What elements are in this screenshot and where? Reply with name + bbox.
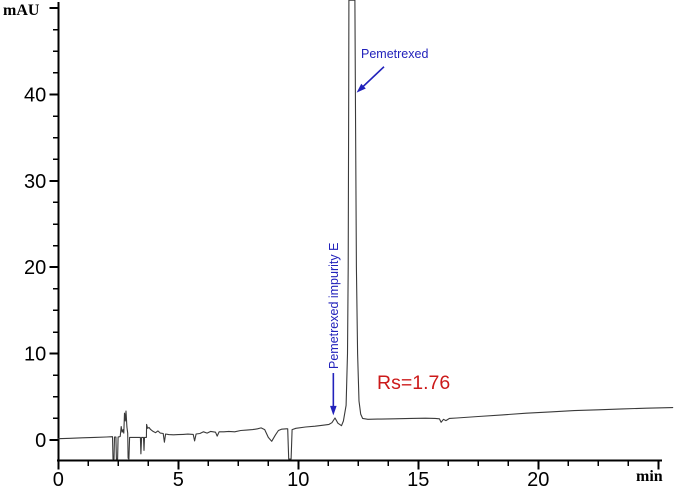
pemetrexed-arrow-head bbox=[356, 83, 366, 93]
x-tick-label: 5 bbox=[173, 469, 184, 491]
x-tick-label: 20 bbox=[527, 469, 549, 491]
x-axis-unit-label: min bbox=[636, 468, 663, 485]
y-tick-label: 20 bbox=[24, 257, 46, 279]
y-tick-label: 30 bbox=[24, 171, 46, 193]
resolution-annotation: Rs=1.76 bbox=[377, 372, 451, 394]
chromatogram-trace bbox=[57, 0, 674, 460]
y-tick-label: 40 bbox=[24, 84, 46, 106]
y-tick-label: 10 bbox=[24, 344, 46, 366]
x-tick-label: 0 bbox=[53, 469, 64, 491]
pemetrexed-arrow-line bbox=[361, 66, 385, 89]
y-axis-unit-label: mAU bbox=[3, 2, 40, 19]
impurity-arrow-head bbox=[330, 405, 337, 416]
peak-label-pemetrexed: Pemetrexed bbox=[361, 47, 429, 61]
y-tick-label: 0 bbox=[35, 430, 46, 452]
x-tick-label: 15 bbox=[407, 469, 429, 491]
peak-label-impurity-e: Pemetrexed impurity E bbox=[327, 242, 341, 369]
x-tick-label: 10 bbox=[287, 469, 309, 491]
